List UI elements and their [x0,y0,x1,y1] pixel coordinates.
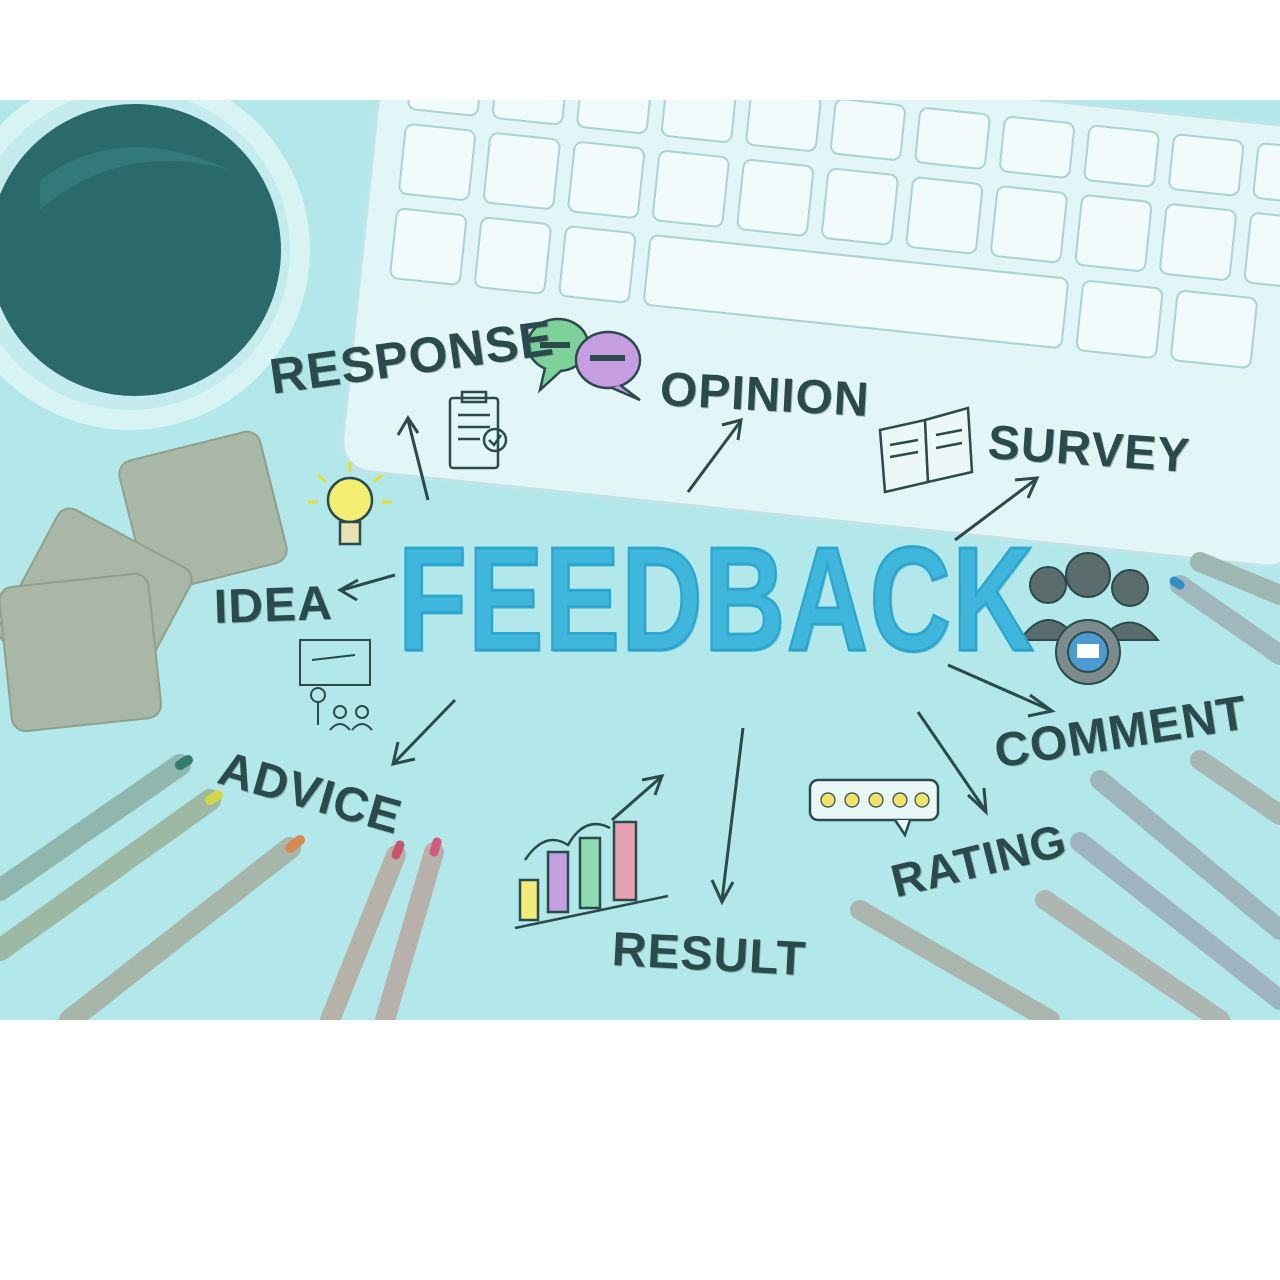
arrows [336,415,1056,906]
label-result: RESULT [610,923,808,987]
bar-chart-icon [514,820,669,930]
open-book-icon [878,406,974,494]
pencils [0,552,1280,1020]
headline-feedback: FEEDBACK [397,500,1036,700]
label-idea: IDEA [213,576,334,634]
star-rating-icon [808,778,940,838]
clipboard-icon [448,390,508,470]
coffee-cup [0,100,310,430]
headline-text: FEEDBACK [397,516,1036,684]
label-opinion: OPINION [658,363,871,427]
feedback-photo: RESPONSE OPINION SURVEY IDEA ADVICE COMM… [0,100,1280,1020]
speech-bubbles-icon [526,317,642,402]
presentation-icon [299,639,373,731]
keyboard [341,100,1280,568]
scene-illustration [0,100,1280,1020]
biscuits [0,430,288,733]
light-bulb-icon [308,462,392,546]
people-group-icon [1018,552,1161,685]
